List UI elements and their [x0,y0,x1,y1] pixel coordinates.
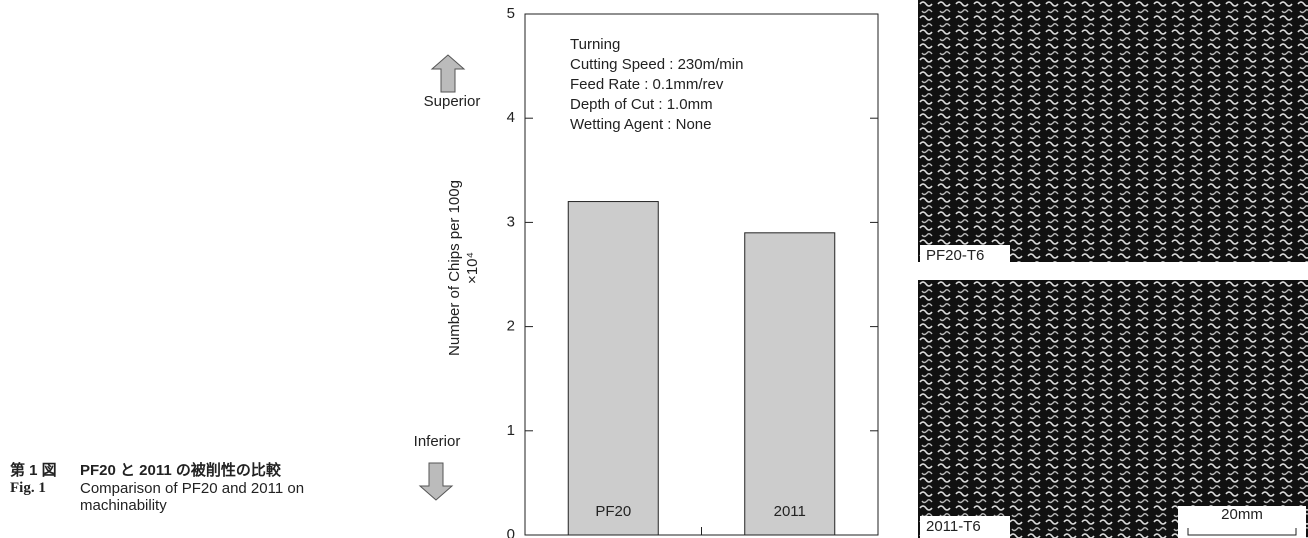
photo-texture [918,0,1308,262]
y-tick-label: 5 [507,5,515,22]
up-arrow [432,55,464,92]
condition: Turning [570,36,620,53]
scale-label: 20mm [1221,506,1263,523]
down-arrow [420,463,452,500]
condition: Wetting Agent : None [570,116,711,133]
bar [568,202,658,535]
photo-texture [918,280,1308,538]
condition: Cutting Speed : 230m/min [570,56,743,73]
bar [745,233,835,535]
condition: Depth of Cut : 1.0mm [570,96,713,113]
y-axis-unit: ×10⁴ [464,252,481,284]
figure: PF20-T6 2011-T6 20mm PF20 2011 0 1 2 3 4 5 Turni… [0,0,1308,538]
condition: Feed Rate : 0.1mm/rev [570,76,724,93]
photo-label: PF20-T6 [926,247,984,264]
superior-label: Superior [424,93,481,110]
y-axis-label: Number of Chips per 100g [446,180,463,356]
y-tick-label: 4 [507,109,515,126]
y-tick-label: 2 [507,318,515,335]
photo-label: 2011-T6 [926,518,981,535]
category-label: 2011 [774,503,806,520]
category-label: PF20 [595,503,631,520]
y-tick-label: 1 [507,422,515,439]
y-tick-label: 3 [507,213,515,230]
inferior-label: Inferior [414,433,461,450]
y-tick-label: 0 [507,526,515,538]
page: 第 1 図PF20 と 2011 の被削性の比較 Fig. 1Compariso… [0,0,1308,538]
